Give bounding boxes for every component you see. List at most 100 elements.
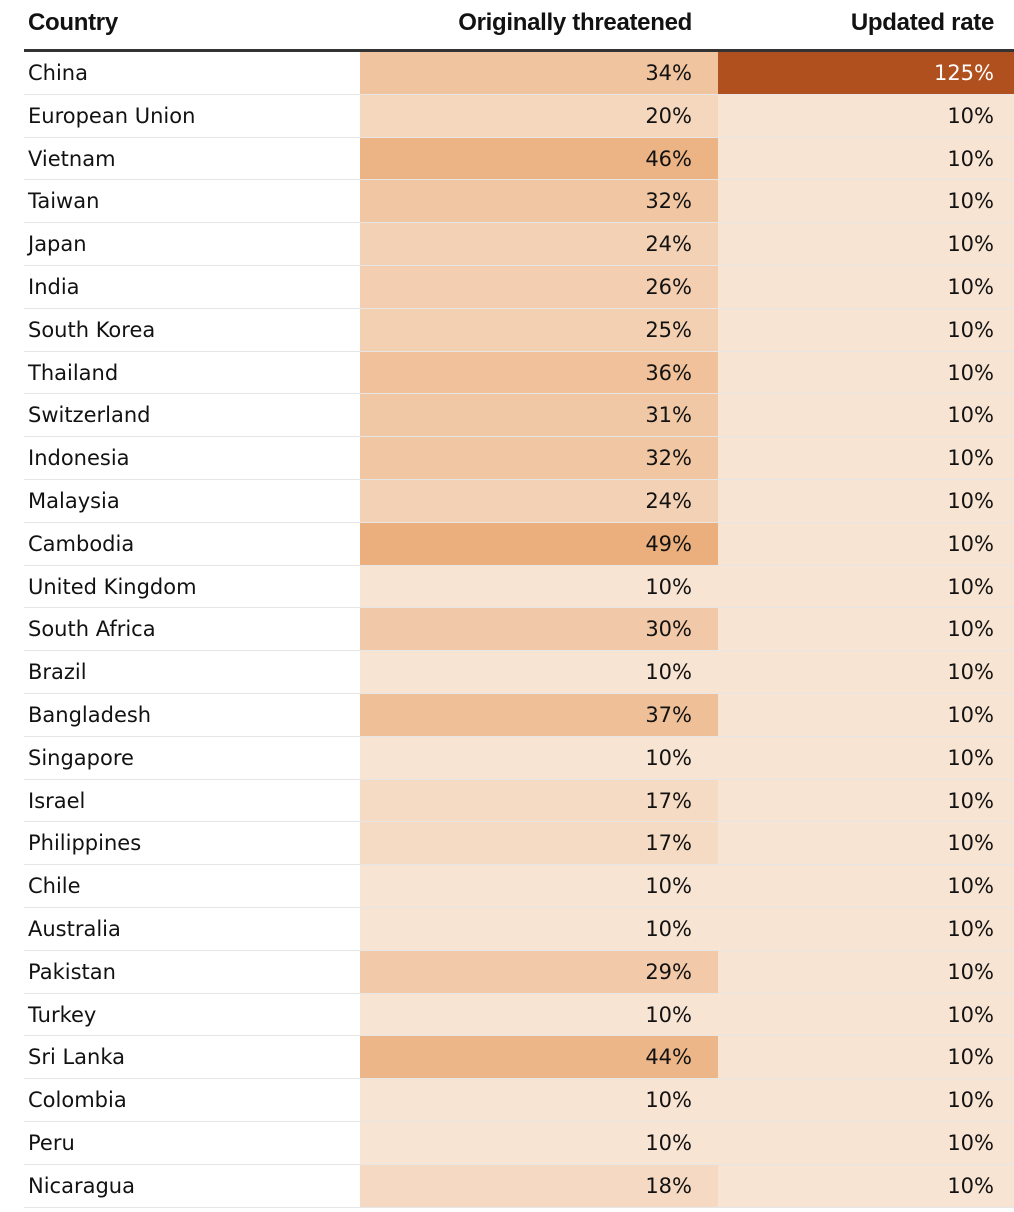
updated-rate-cell: 10%: [718, 437, 1014, 479]
originally-threatened-cell: 17%: [360, 779, 718, 822]
originally-threatened-cell: 46%: [360, 137, 718, 180]
originally-threatened-cell: 10%: [360, 736, 718, 779]
originally-threatened-cell: 24%: [360, 479, 718, 522]
updated-rate-cell: 10%: [718, 137, 1014, 180]
originally-threatened-cell: 10%: [360, 565, 718, 608]
updated-rate-cell: 10%: [718, 180, 1014, 223]
country-cell: South Korea: [28, 317, 156, 342]
updated-rate-cell: 10%: [718, 522, 1014, 565]
country-cell: European Union: [28, 103, 196, 128]
country-cell: Turkey: [28, 1002, 97, 1027]
originally-threatened-cell: 36%: [360, 351, 718, 394]
table-row: European Union 20% 10%: [24, 94, 1014, 138]
country-cell: Singapore: [28, 745, 134, 770]
updated-rate-cell: 10%: [718, 865, 1014, 907]
table-row: Colombia 10% 10%: [24, 1079, 1014, 1122]
table-row: India 26% 10%: [24, 265, 1014, 309]
country-cell: Bangladesh: [28, 702, 152, 727]
originally-threatened-cell: 17%: [360, 822, 718, 865]
originally-threatened-cell: 29%: [360, 950, 718, 993]
country-cell: Peru: [28, 1130, 75, 1155]
originally-threatened-cell: 49%: [360, 522, 718, 565]
originally-threatened-cell: 26%: [360, 265, 718, 308]
updated-rate-cell: 10%: [718, 1079, 1014, 1121]
header-country: Country: [28, 9, 118, 36]
originally-threatened-cell: 32%: [360, 180, 718, 223]
table-row: Turkey 10% 10%: [24, 993, 1014, 1037]
table-row: Thailand 36% 10%: [24, 351, 1014, 395]
updated-rate-cell: 10%: [718, 822, 1014, 865]
updated-rate-cell: 10%: [718, 693, 1014, 736]
table-row: Pakistan 29% 10%: [24, 950, 1014, 994]
country-cell: Cambodia: [28, 531, 135, 556]
updated-rate-cell: 10%: [718, 351, 1014, 394]
updated-rate-cell: 10%: [718, 1121, 1014, 1164]
country-cell: Sri Lanka: [28, 1045, 126, 1070]
updated-rate-cell: 10%: [718, 1036, 1014, 1079]
originally-threatened-cell: 31%: [360, 394, 718, 437]
country-cell: Thailand: [28, 360, 119, 385]
updated-rate-cell: 10%: [718, 308, 1014, 351]
table-row: Philippines 17% 10%: [24, 822, 1014, 866]
updated-rate-cell: 10%: [718, 479, 1014, 522]
table-row: Israel 17% 10%: [24, 779, 1014, 823]
originally-threatened-cell: 37%: [360, 693, 718, 736]
table-row: Singapore 10% 10%: [24, 736, 1014, 780]
country-cell: Israel: [28, 788, 86, 813]
country-cell: Malaysia: [28, 488, 120, 513]
table-row: Bangladesh 37% 10%: [24, 693, 1014, 737]
originally-threatened-cell: 30%: [360, 608, 718, 651]
updated-rate-cell: 125%: [718, 52, 1014, 94]
country-cell: Switzerland: [28, 403, 151, 428]
updated-rate-cell: 10%: [718, 265, 1014, 308]
updated-rate-cell: 10%: [718, 565, 1014, 608]
originally-threatened-cell: 44%: [360, 1036, 718, 1079]
updated-rate-cell: 10%: [718, 1164, 1014, 1207]
table-row: Indonesia 32% 10%: [24, 437, 1014, 480]
country-cell: South Africa: [28, 617, 156, 642]
originally-threatened-cell: 32%: [360, 437, 718, 479]
originally-threatened-cell: 34%: [360, 52, 718, 94]
table-row: Nicaragua 18% 10%: [24, 1164, 1014, 1208]
country-cell: Taiwan: [28, 189, 100, 214]
country-cell: United Kingdom: [28, 574, 197, 599]
table-row: United Kingdom 10% 10%: [24, 565, 1014, 609]
country-cell: Japan: [28, 232, 87, 257]
originally-threatened-cell: 10%: [360, 907, 718, 950]
table-row: Australia 10% 10%: [24, 907, 1014, 951]
updated-rate-cell: 10%: [718, 907, 1014, 950]
country-cell: Chile: [28, 874, 81, 899]
tariff-table: Country Originally threatened Updated ra…: [24, 0, 1014, 1208]
country-cell: Vietnam: [28, 146, 116, 171]
table-row: South Korea 25% 10%: [24, 308, 1014, 352]
table-row: Chile 10% 10%: [24, 865, 1014, 908]
originally-threatened-cell: 20%: [360, 94, 718, 137]
originally-threatened-cell: 10%: [360, 993, 718, 1036]
updated-rate-cell: 10%: [718, 651, 1014, 693]
updated-rate-cell: 10%: [718, 394, 1014, 437]
country-cell: Pakistan: [28, 959, 116, 984]
table-row: China 34% 125%: [24, 52, 1014, 95]
table-row: Japan 24% 10%: [24, 223, 1014, 266]
originally-threatened-cell: 25%: [360, 308, 718, 351]
table-row: Switzerland 31% 10%: [24, 394, 1014, 438]
updated-rate-cell: 10%: [718, 736, 1014, 779]
table-body: China 34% 125% European Union 20% 10% Vietnam 4…: [24, 52, 1014, 1208]
country-cell: China: [28, 61, 88, 85]
table-row: South Africa 30% 10%: [24, 608, 1014, 652]
table-row: Peru 10% 10%: [24, 1121, 1014, 1165]
table-row: Malaysia 24% 10%: [24, 479, 1014, 523]
country-cell: India: [28, 274, 80, 299]
table-row: Brazil 10% 10%: [24, 651, 1014, 694]
originally-threatened-cell: 10%: [360, 1121, 718, 1164]
originally-threatened-cell: 24%: [360, 223, 718, 265]
table-row: Cambodia 49% 10%: [24, 522, 1014, 566]
country-cell: Indonesia: [28, 446, 130, 471]
updated-rate-cell: 10%: [718, 94, 1014, 137]
table-row: Sri Lanka 44% 10%: [24, 1036, 1014, 1080]
updated-rate-cell: 10%: [718, 223, 1014, 265]
table-row: Taiwan 32% 10%: [24, 180, 1014, 224]
country-cell: Nicaragua: [28, 1173, 135, 1198]
originally-threatened-cell: 10%: [360, 1079, 718, 1121]
updated-rate-cell: 10%: [718, 950, 1014, 993]
